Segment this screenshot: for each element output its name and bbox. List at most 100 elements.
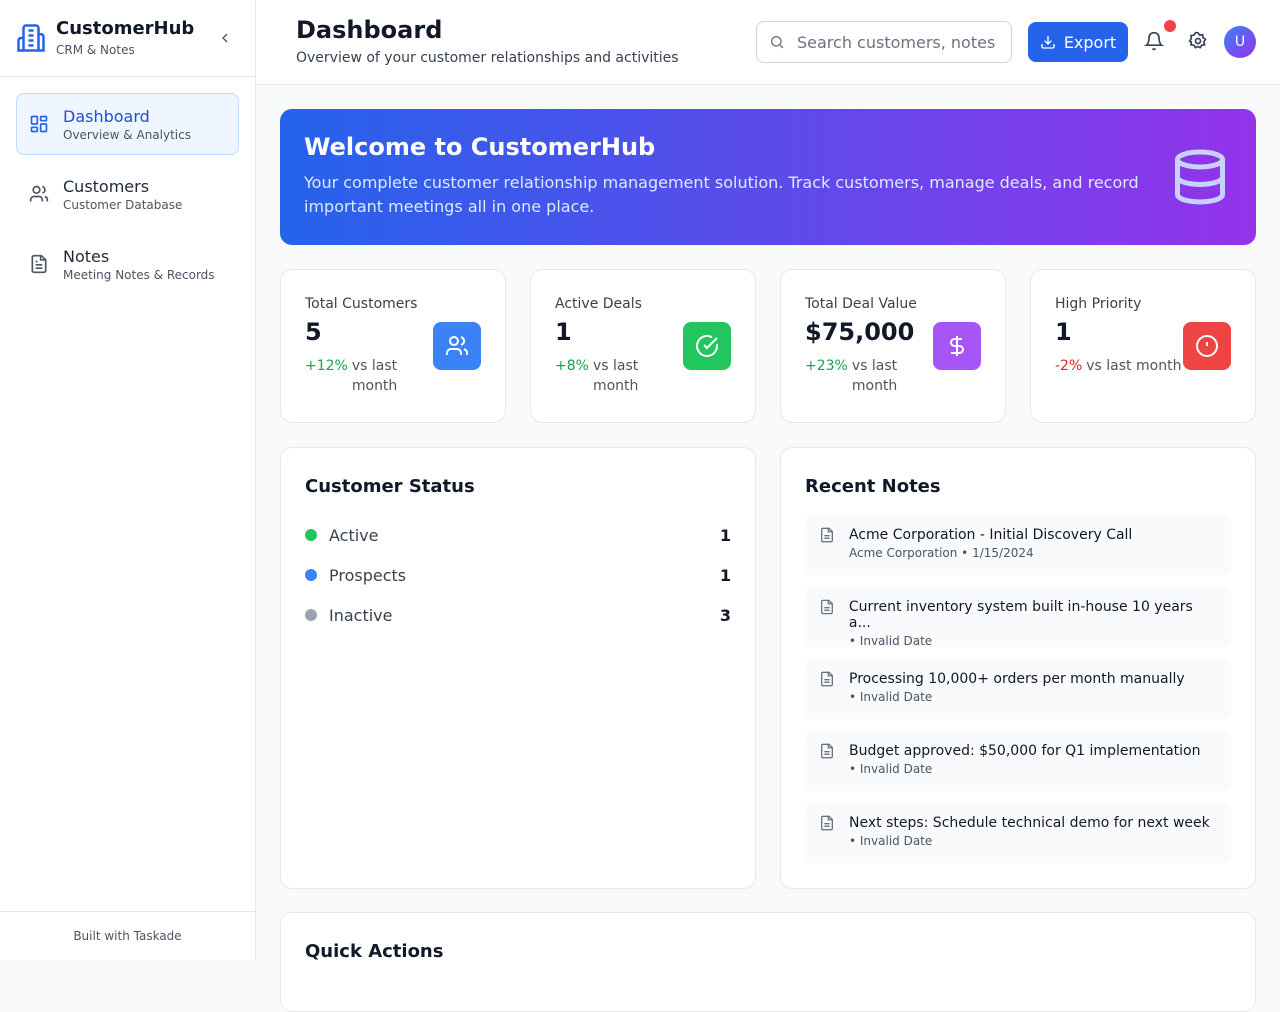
note-icon: [821, 743, 833, 759]
icon: [696, 334, 718, 357]
nav-item[interactable]: Notes Meeting Notes & Records: [16, 233, 239, 295]
note-text: Current inventory system built in-house …: [848, 599, 1217, 648]
status-label: Inactive: [329, 605, 393, 625]
brand-text: CustomerHub CRM & Notes: [56, 18, 194, 58]
stat-change: +12% vs last month: [305, 356, 431, 396]
sidebar-footer: Built with Taskade: [0, 911, 255, 960]
icon: [446, 336, 469, 355]
change-value: -2%: [1055, 358, 1083, 374]
stat-card: Total Customers 5 +12% vs last month: [280, 269, 506, 423]
note-text: Processing 10,000+ orders per month manu…: [849, 671, 1185, 707]
note-item[interactable]: Budget approved: $50,000 for Q1 implemen…: [805, 731, 1231, 791]
icon: [950, 336, 964, 356]
stat-value: 5: [305, 318, 322, 346]
nav-text: Dashboard Overview & Analytics: [63, 107, 191, 142]
note-meta: • Invalid Date: [849, 690, 933, 704]
change-value: +23%: [805, 358, 848, 374]
nav-text: Customers Customer Database: [63, 177, 182, 212]
brand-name: CustomerHub: [56, 18, 195, 39]
stat-icon: [683, 322, 731, 370]
nav-sub: Meeting Notes & Records: [63, 267, 215, 282]
status-count: 1: [719, 565, 731, 585]
nav-item[interactable]: Dashboard Overview & Analytics: [16, 93, 239, 155]
header: Dashboard Overview of your customer rela…: [256, 0, 1280, 85]
panel-title: Quick Actions: [305, 941, 444, 962]
change-note: vs last month: [592, 358, 639, 394]
status-count: 3: [719, 605, 731, 625]
note-item[interactable]: Processing 10,000+ orders per month manu…: [805, 659, 1231, 719]
search-icon: [771, 36, 784, 49]
brand-icon: [17, 24, 45, 52]
nav-item[interactable]: Customers Customer Database: [16, 163, 239, 225]
stat-card: Active Deals 1 +8% vs last month: [530, 269, 756, 423]
brand: CustomerHub CRM & Notes: [0, 0, 255, 77]
note-text: Budget approved: $50,000 for Q1 implemen…: [849, 743, 1200, 779]
stat-value: $75,000: [805, 318, 915, 346]
stat-change: +23% vs last month: [805, 356, 931, 396]
nav-icon: [31, 254, 47, 274]
stat-icon: [1183, 322, 1231, 370]
quick-actions: Quick Actions: [280, 912, 1256, 1012]
stat-change: -2% vs last month: [1055, 356, 1231, 376]
note-meta: Acme Corporation • 1/15/2024: [849, 546, 1034, 560]
status-label: Prospects: [329, 565, 407, 585]
nav-text: Notes Meeting Notes & Records: [63, 247, 215, 282]
search-placeholder: Search customers, notes: [797, 32, 996, 52]
panel-title: Customer Status: [305, 476, 475, 497]
note-icon: [820, 599, 833, 615]
notifications-button[interactable]: [1144, 31, 1164, 51]
note-title: Acme Corporation - Initial Discovery Cal…: [849, 527, 1133, 543]
export-button[interactable]: Export: [1028, 22, 1128, 62]
note-icon: [821, 527, 833, 543]
status-row: Active 1: [305, 515, 731, 555]
status-label: Active: [329, 525, 379, 545]
note-title: Processing 10,000+ orders per month manu…: [849, 671, 1185, 687]
banner-icon: [1175, 149, 1225, 205]
status-dot: [305, 609, 317, 621]
notes-panel: Recent Notes Acme Corporation - Initial …: [780, 447, 1256, 889]
export-icon: [1041, 36, 1055, 49]
nav-sub: Customer Database: [63, 197, 183, 212]
settings-button[interactable]: [1188, 31, 1208, 51]
page-title: Dashboard: [296, 16, 443, 44]
change-value: +12%: [305, 358, 348, 374]
banner-text: Your complete customer relationship mana…: [304, 173, 1139, 216]
note-meta: • Invalid Date: [849, 762, 933, 776]
status-count: 1: [719, 525, 731, 545]
nav-sub: Overview & Analytics: [63, 127, 191, 142]
nav-icon: [29, 185, 49, 202]
stat-icon: [433, 322, 481, 370]
stat-change: +8% vs last month: [555, 356, 681, 396]
note-meta: • Invalid Date: [848, 634, 933, 648]
stat-label: Total Customers: [305, 296, 418, 312]
nav-label: Notes: [63, 246, 110, 266]
page-subtitle: Overview of your customer relationships …: [296, 50, 679, 66]
change-note: vs last month: [851, 358, 898, 394]
stat-value: 1: [1055, 318, 1072, 346]
stat-label: Total Deal Value: [805, 296, 917, 312]
status-dot: [305, 529, 317, 541]
stat-value: 1: [555, 318, 572, 346]
notification-dot: [1164, 20, 1176, 32]
nav-label: Customers: [63, 176, 150, 196]
stat-card: Total Deal Value $75,000 +23% vs last mon…: [780, 269, 1006, 423]
note-title: Next steps: Schedule technical demo for …: [849, 815, 1210, 831]
note-item[interactable]: Current inventory system built in-house …: [805, 587, 1231, 648]
note-item[interactable]: Next steps: Schedule technical demo for …: [805, 803, 1231, 863]
status-row: Prospects 1: [305, 555, 731, 595]
search-box[interactable]: Search customers, notes: [756, 21, 1012, 63]
change-note: vs last month: [1086, 358, 1182, 374]
collapse-button[interactable]: [217, 30, 233, 46]
stat-icon: [933, 322, 981, 370]
user-avatar[interactable]: U: [1224, 26, 1256, 58]
note-icon: [821, 815, 833, 831]
note-text: Next steps: Schedule technical demo for …: [849, 815, 1210, 851]
stat-label: High Priority: [1055, 296, 1142, 312]
note-icon: [821, 671, 833, 687]
note-title: Current inventory system built in-house …: [848, 599, 1193, 631]
nav-icon: [30, 115, 48, 133]
note-item[interactable]: Acme Corporation - Initial Discovery Cal…: [805, 515, 1231, 575]
brand-tagline: CRM & Notes: [56, 43, 135, 57]
